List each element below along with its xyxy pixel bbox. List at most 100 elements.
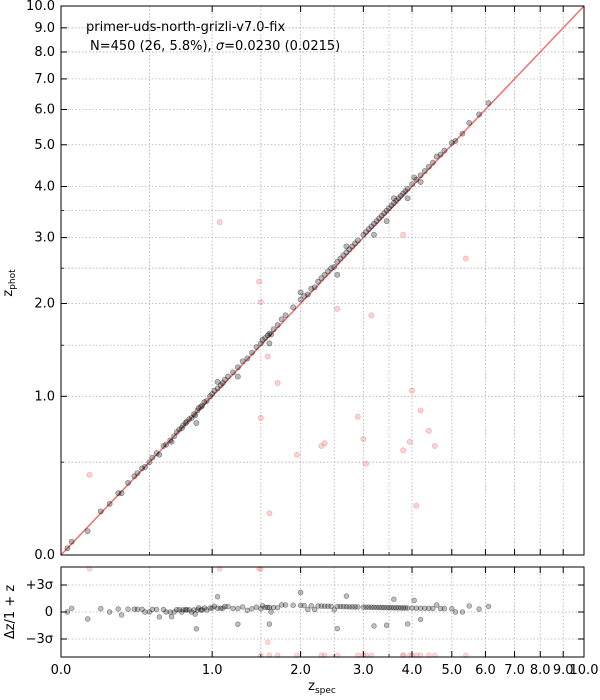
annotation-line2-part: N=450 (26, 5.8%), <box>90 39 216 54</box>
residual-point <box>274 652 281 658</box>
data-point <box>441 147 448 154</box>
residual-point <box>430 605 436 612</box>
residual-point <box>346 604 352 610</box>
residual-point <box>218 605 224 611</box>
residual-point <box>321 603 328 609</box>
y-tick-label: 5.0 <box>34 138 55 153</box>
residual-point <box>352 604 358 610</box>
data-point <box>404 195 411 202</box>
outlier-point <box>363 460 369 467</box>
data-point <box>321 271 328 278</box>
data-point <box>180 422 186 429</box>
x-tick-label: 4.0 <box>402 663 423 678</box>
residual-point <box>203 607 210 613</box>
data-point <box>354 237 361 244</box>
data-point <box>308 285 315 292</box>
residual-point <box>485 603 492 610</box>
data-point <box>142 463 148 470</box>
residual-point <box>452 609 459 615</box>
residual-point <box>174 606 180 613</box>
data-point <box>386 205 392 212</box>
residual-point <box>376 604 382 611</box>
data-point <box>153 450 160 457</box>
data-point <box>282 312 289 319</box>
outlier-point <box>462 255 469 262</box>
residual-point <box>386 604 392 611</box>
data-point <box>217 382 224 389</box>
residual-point <box>262 604 268 611</box>
x-tick-label: 8.0 <box>530 663 551 678</box>
data-point <box>64 545 71 552</box>
residual-point <box>321 652 328 658</box>
data-point <box>221 376 228 383</box>
data-point <box>201 399 208 405</box>
outlier-point <box>274 380 281 386</box>
residual-point <box>466 603 472 609</box>
residual-point <box>134 606 141 612</box>
data-point <box>146 459 153 466</box>
data-point <box>402 188 409 195</box>
data-point <box>191 411 197 418</box>
data-point <box>368 223 375 230</box>
data-point <box>433 153 440 160</box>
x-tick-label: 2.0 <box>290 663 311 678</box>
residual-point <box>404 605 411 611</box>
residual-point <box>176 607 182 613</box>
residual-point <box>360 604 367 610</box>
residual-point <box>115 606 121 612</box>
y-tick-label: 7.0 <box>34 72 55 87</box>
data-point <box>125 480 131 486</box>
y-tick-label: 0.0 <box>34 548 55 563</box>
x-tick-label: 5.0 <box>441 663 462 678</box>
residual-point <box>404 621 411 627</box>
residual-point <box>393 605 399 611</box>
data-point <box>363 229 369 235</box>
data-point <box>244 355 251 362</box>
data-point <box>257 340 264 347</box>
residual-point <box>142 609 148 615</box>
data-point <box>239 358 246 365</box>
residual-point <box>411 597 417 604</box>
data-point <box>234 373 241 380</box>
data-point <box>376 215 383 222</box>
x-axis-label-sub: spec <box>315 686 336 696</box>
residual-point <box>244 607 251 614</box>
residual-point <box>180 607 186 613</box>
data-point <box>352 240 358 247</box>
main-ytick-labels: 0.0 1.0 2.0 3.0 4.0 5.0 6.0 7.0 8.0 9.0 10.0 <box>26 0 55 563</box>
data-point <box>230 369 236 376</box>
data-point <box>301 293 308 299</box>
data-point <box>182 420 189 426</box>
data-point <box>149 454 156 461</box>
residual-point <box>235 621 241 627</box>
data-point <box>343 243 350 250</box>
residual-point <box>274 604 281 611</box>
residual-point <box>434 602 440 608</box>
data-point <box>266 330 273 337</box>
residual-point <box>209 605 215 611</box>
data-point <box>337 255 344 262</box>
annotation-line1: primer-uds-north-grizli-v7.0-fix <box>86 20 285 35</box>
annotation-line2: N=450 (26, 5.8%), σ=0.0230 (0.0215) <box>90 39 340 54</box>
data-point <box>163 441 170 448</box>
y-axis-label-sub: phot <box>8 269 18 290</box>
data-point <box>383 218 390 224</box>
data-point <box>343 249 350 256</box>
main-points <box>64 100 492 552</box>
data-point <box>249 349 255 356</box>
outlier-point <box>417 407 424 414</box>
residual-y-tick-label: +3σ <box>26 578 53 593</box>
residual-point <box>191 607 197 613</box>
data-point <box>411 174 418 181</box>
outlier-point <box>400 231 407 238</box>
data-point <box>84 528 91 535</box>
outlier-point <box>86 471 93 478</box>
residual-point <box>381 604 387 611</box>
residual-point <box>156 614 163 620</box>
data-point <box>115 490 122 497</box>
residual-point <box>413 605 420 611</box>
residual-point <box>426 605 432 612</box>
residual-point <box>449 606 455 612</box>
residual-point <box>266 621 273 627</box>
data-point <box>334 258 341 265</box>
